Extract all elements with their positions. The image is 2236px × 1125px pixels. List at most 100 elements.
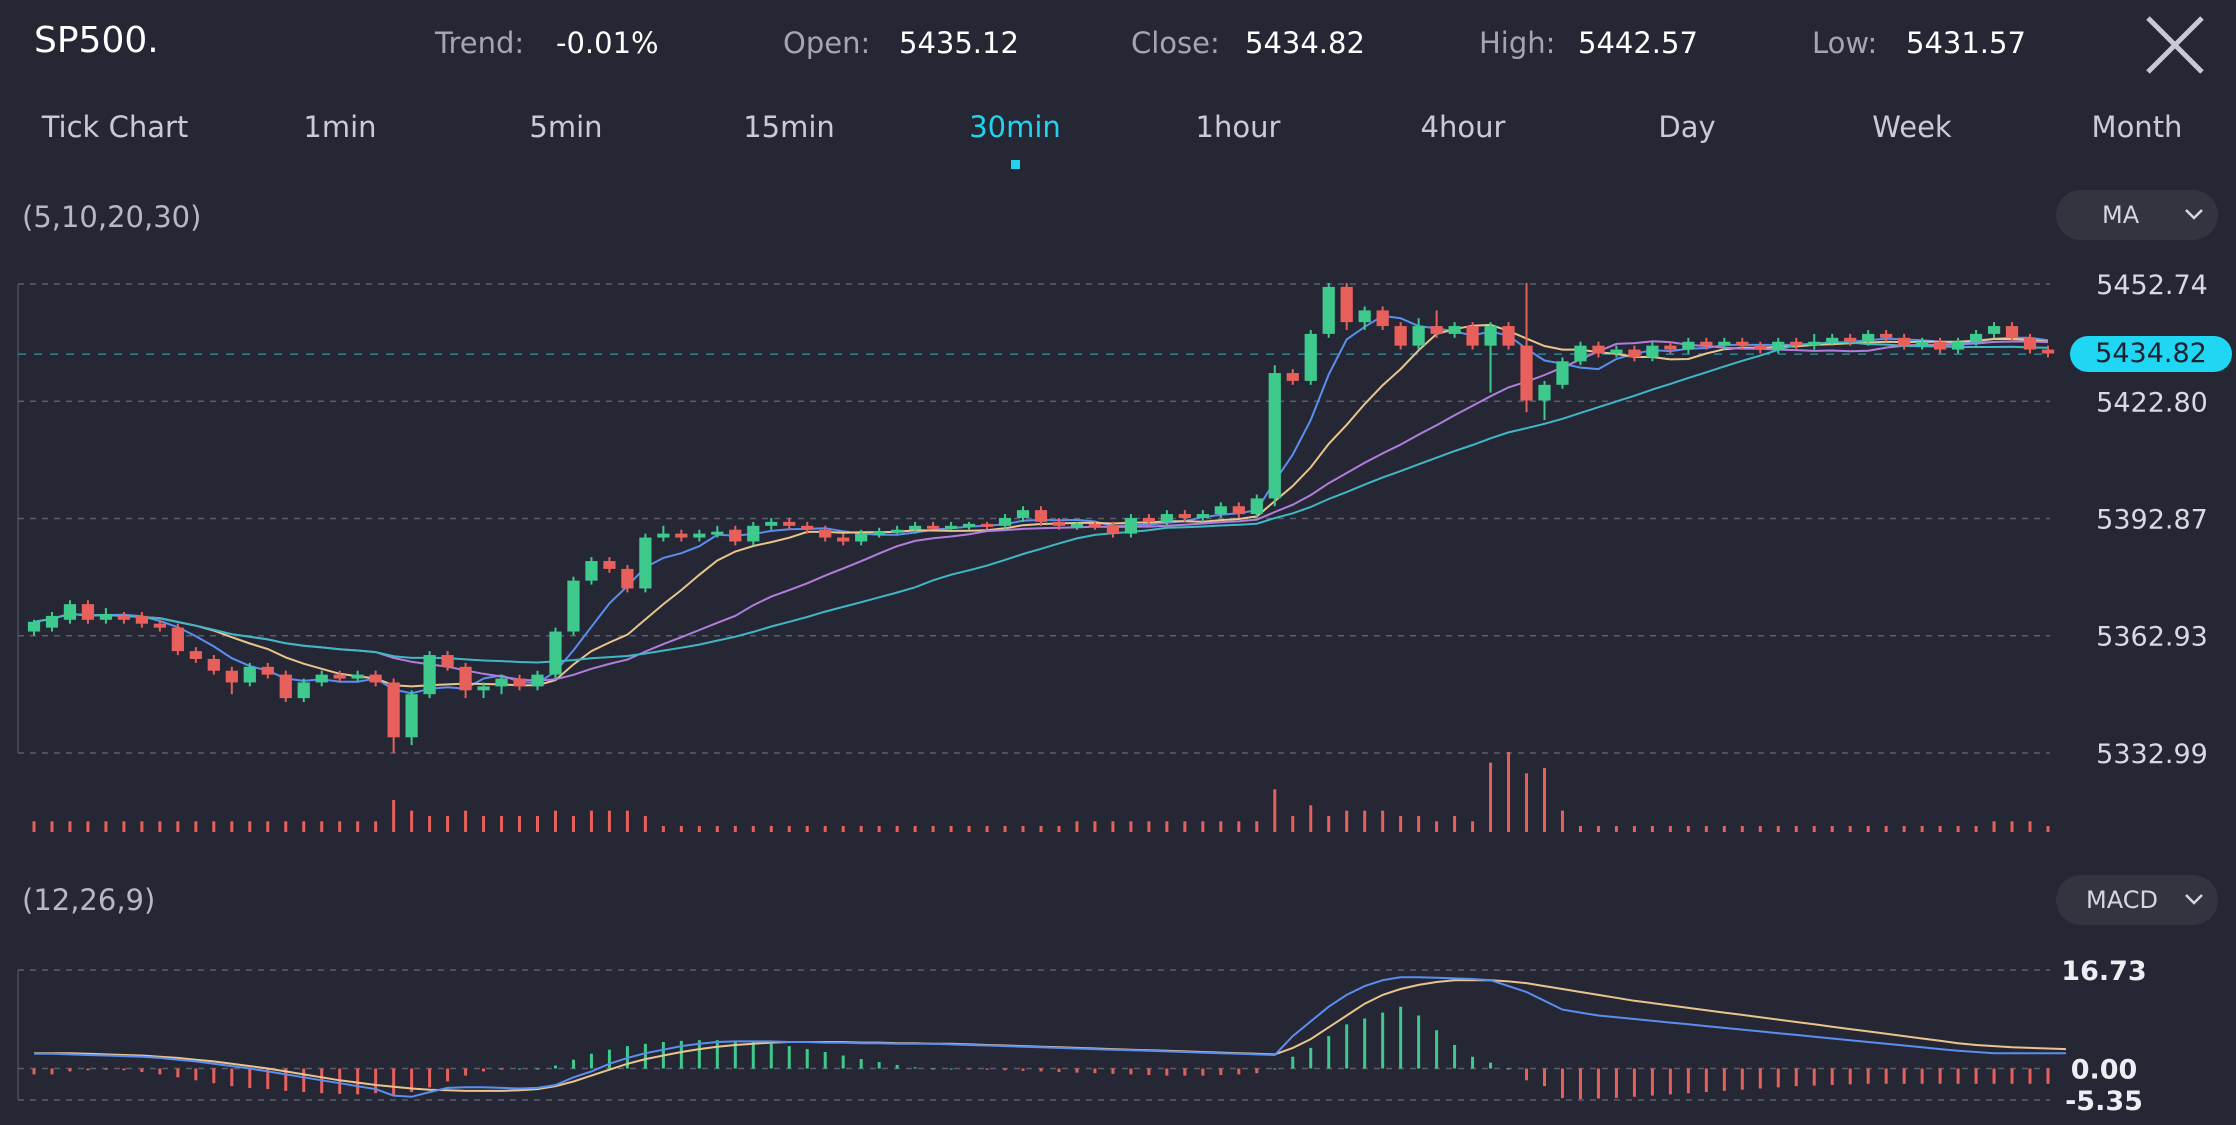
candle-body (513, 678, 526, 687)
volume-bar (589, 810, 593, 832)
macd-histogram-bar (1543, 1068, 1546, 1087)
candle-body (1268, 373, 1281, 499)
tab-1min[interactable]: 1min (303, 110, 377, 144)
candle-body (477, 686, 490, 691)
volume-bar (176, 821, 180, 832)
tab-month[interactable]: Month (2091, 110, 2183, 144)
candle-body (261, 666, 274, 675)
close-button[interactable] (2140, 10, 2210, 80)
candle-body (980, 523, 994, 527)
volume-bar (1165, 821, 1169, 832)
tab-5min[interactable]: 5min (529, 110, 603, 144)
ma5-line (33, 314, 2049, 695)
volume-bar (841, 826, 845, 832)
volume-bar (877, 826, 881, 832)
macd-histogram-bar (1417, 1015, 1421, 1069)
candle-body (819, 529, 832, 538)
volume-bar (374, 821, 378, 832)
candle-body (729, 529, 742, 542)
volume-bar (1201, 821, 1205, 832)
macd-tick-label: -5.35 (2065, 1086, 2143, 1117)
macd-histogram-bar (1309, 1047, 1313, 1069)
volume-bar (1812, 826, 1816, 832)
macd-histogram-bar (1992, 1068, 1996, 1084)
volume-bar (607, 810, 611, 832)
volume-bar (1704, 826, 1708, 832)
candle-body (1718, 341, 1731, 346)
candle-body (585, 561, 598, 581)
tab-day[interactable]: Day (1658, 110, 1716, 144)
macd-histogram-bar (536, 1068, 539, 1070)
macd-histogram-bar (176, 1068, 180, 1078)
tab-4hour[interactable]: 4hour (1420, 110, 1506, 144)
candle-body (998, 517, 1012, 526)
macd-tick-label: 16.73 (2061, 956, 2146, 987)
low-value: 5431.57 (1906, 26, 2026, 60)
volume-bar (625, 810, 629, 832)
current-price-value: 5434.82 (2095, 338, 2207, 369)
macd-histogram-bar (679, 1040, 683, 1069)
candle-body (1250, 498, 1263, 515)
macd-histogram-bar (104, 1068, 108, 1070)
volume-bar (823, 826, 827, 832)
candle-body (1880, 333, 1893, 338)
candle-body (1772, 341, 1785, 350)
tab-1hour[interactable]: 1hour (1195, 110, 1281, 144)
symbol-name: SP500. (34, 20, 159, 61)
volume-bar (2010, 821, 2014, 832)
macd-histogram-bar (482, 1068, 486, 1072)
candle-body (909, 525, 922, 530)
volume-bar (1938, 826, 1942, 832)
candle-body (1052, 521, 1066, 526)
candle-body (1862, 333, 1875, 342)
volume-bar (787, 826, 791, 832)
macd-histogram-bar (985, 1068, 989, 1070)
tab-15min[interactable]: 15min (743, 110, 835, 144)
candle-body (1808, 341, 1821, 346)
candle-body (1088, 523, 1102, 527)
macd-histogram-bar (1471, 1056, 1475, 1069)
macd-histogram-bar (158, 1068, 162, 1075)
open-label: Open: (783, 26, 871, 60)
candle-body (1682, 341, 1695, 350)
candle-body (1987, 326, 2001, 334)
volume-bar (949, 826, 953, 832)
volume-bar (338, 821, 342, 832)
volume-bar (1686, 826, 1690, 832)
macd-histogram-bar (787, 1046, 791, 1069)
volume-bar (751, 826, 755, 832)
macd-histogram-bar (2010, 1068, 2014, 1084)
volume-bar (697, 826, 701, 832)
macd-histogram-bar (1165, 1068, 1169, 1076)
volume-bar (1381, 810, 1385, 832)
candle-body (1592, 345, 1605, 354)
candle-body (63, 604, 77, 620)
macd-histogram-bar (32, 1068, 36, 1075)
macd-histogram-bar (643, 1043, 647, 1069)
candle-body (441, 655, 454, 667)
close-label: Close: (1131, 26, 1220, 60)
volume-bar (715, 826, 719, 832)
macd-histogram-bar (1848, 1068, 1852, 1085)
tab-week[interactable]: Week (1872, 110, 1952, 144)
tab-tick-chart[interactable]: Tick Chart (41, 110, 189, 144)
ma-selector[interactable]: MA (2056, 190, 2218, 240)
macd-selector[interactable]: MACD (2056, 875, 2218, 925)
volume-bar (1471, 821, 1475, 832)
candle-body (549, 631, 562, 675)
volume-bar (571, 816, 575, 832)
volume-bar (1399, 816, 1403, 832)
candle-body (99, 613, 113, 620)
candle-body (1664, 345, 1677, 350)
macd-histogram-bar (1776, 1068, 1780, 1088)
candle-body (531, 674, 544, 687)
volume-bar (1219, 821, 1223, 832)
candle-body (243, 666, 256, 683)
macd-histogram-bar (553, 1065, 557, 1069)
candle-body (747, 525, 760, 542)
candle-body (1448, 326, 1461, 334)
tab-30min[interactable]: 30min (969, 110, 1061, 144)
candle-body (621, 568, 634, 589)
candle-body (765, 521, 778, 526)
